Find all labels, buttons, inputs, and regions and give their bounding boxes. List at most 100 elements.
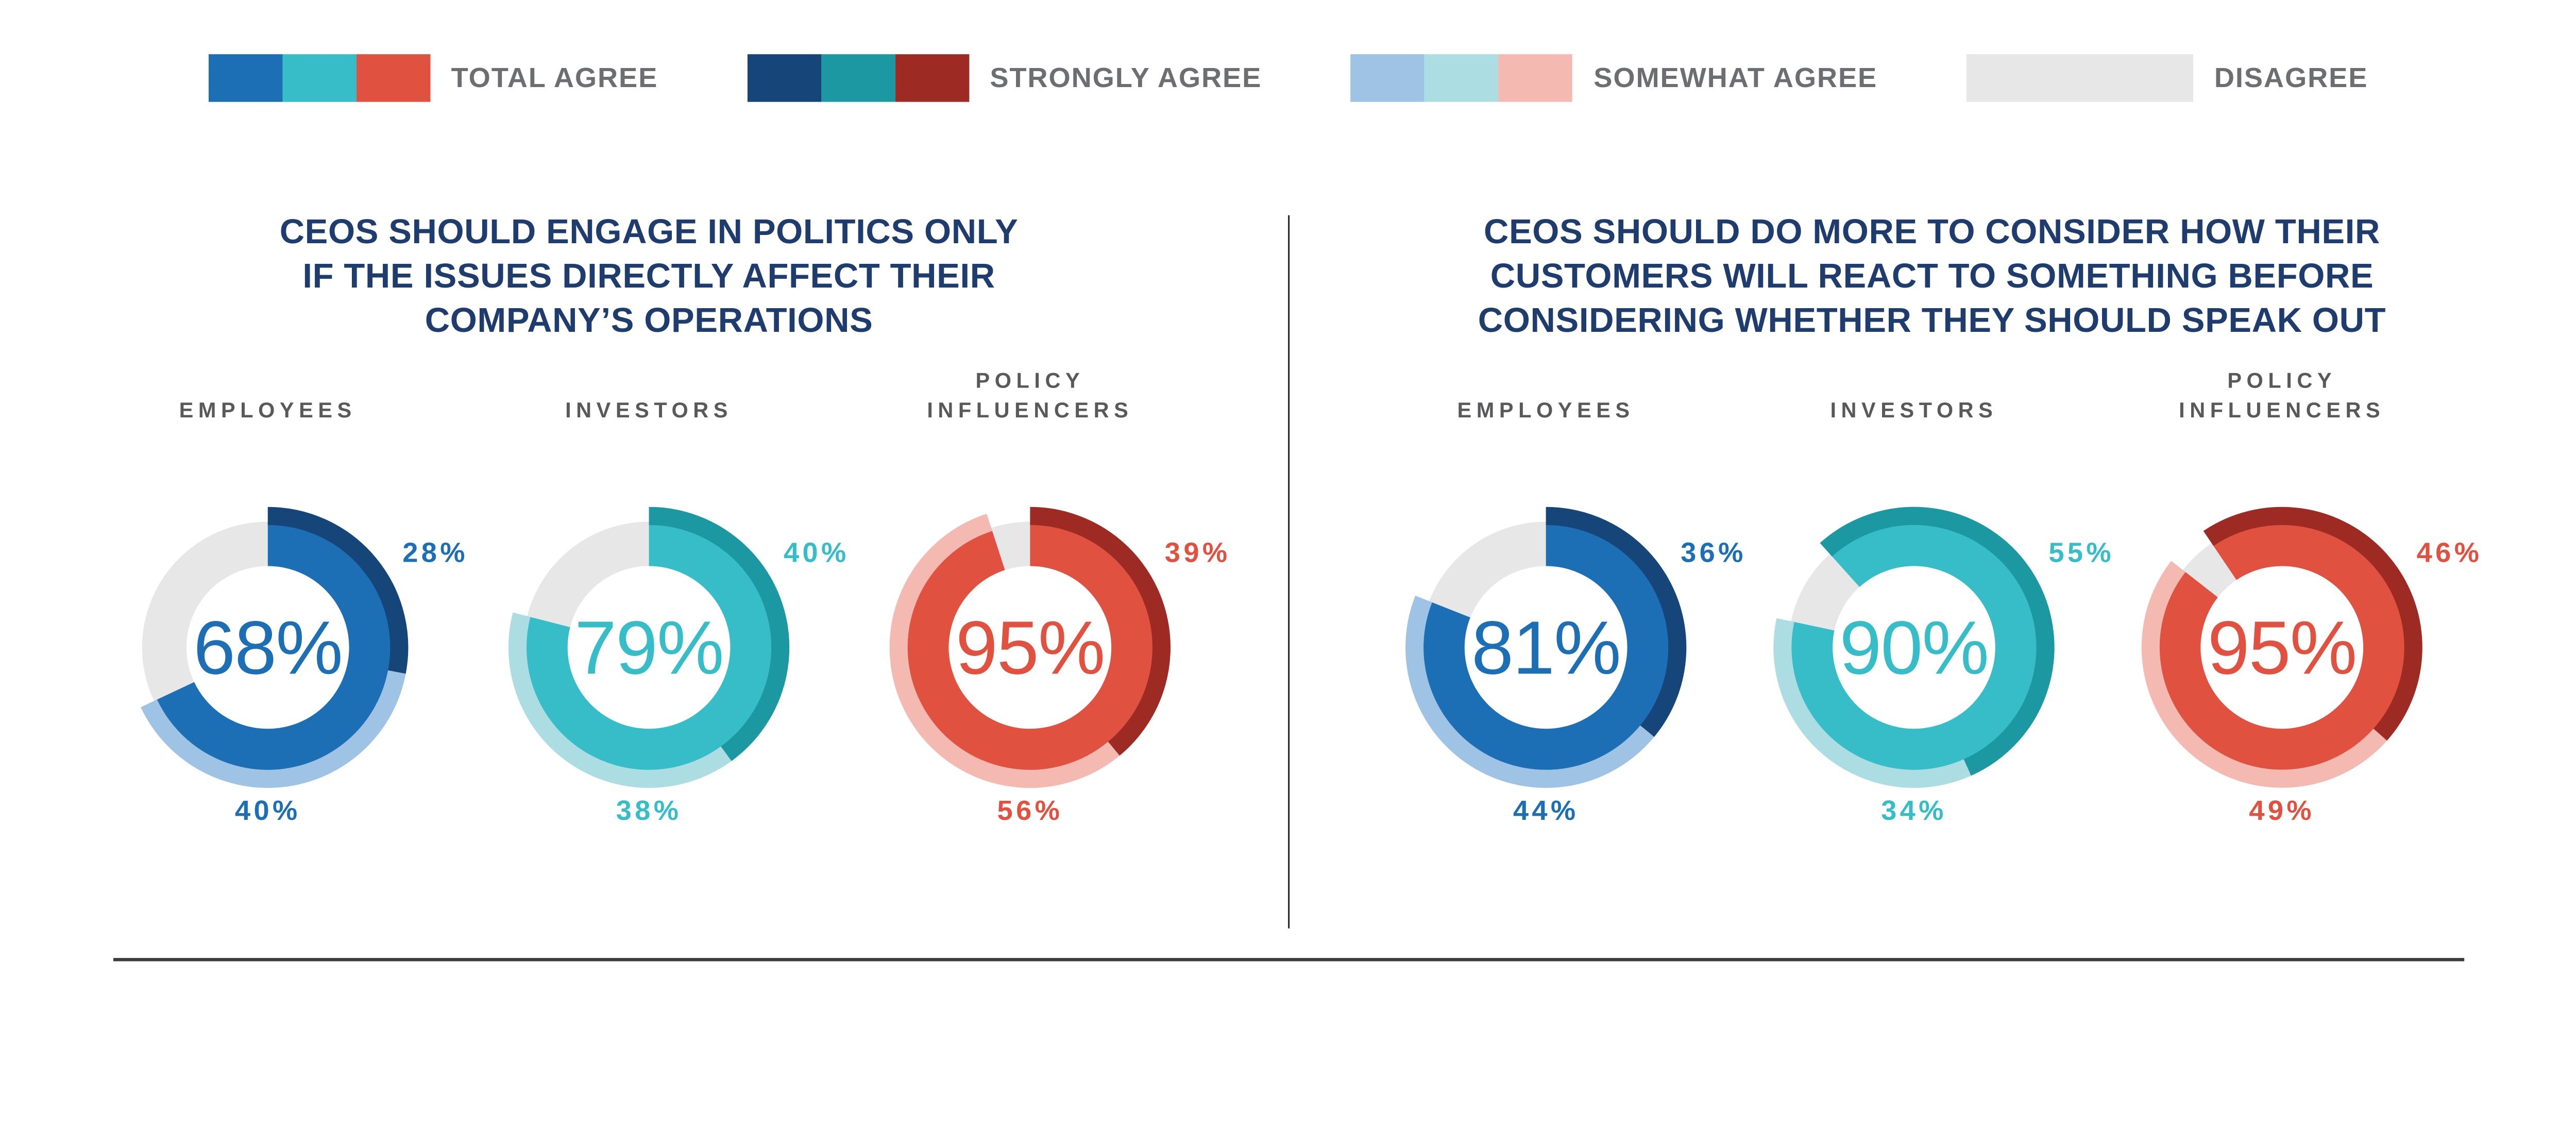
donut-center-value: 79% [574,605,723,690]
donut-center-value: 95% [956,605,1105,690]
donut-center-value: 68% [193,605,342,690]
donut-chart: 95% 46% 49% [2093,445,2479,856]
legend-color-swatch [282,54,356,102]
legend-swatches [1966,54,2193,102]
donut-center-value: 95% [2208,605,2357,690]
strongly-agree-value: 39% [1164,537,1231,569]
group-label: POLICY INFLUENCERS [2098,353,2466,423]
group-label: POLICY INFLUENCERS [841,353,1219,422]
somewhat-agree-value: 40% [234,795,301,827]
legend-swatches [1350,54,1572,102]
legend-color-swatch [355,54,430,102]
arc-strongly-agree [649,507,790,761]
legend-color-swatch [1424,54,1499,102]
arc-disagree [527,521,650,628]
arc-strongly-agree [267,507,409,674]
group-label-line: EMPLOYEES [179,397,357,423]
arc-total-agree [904,521,1156,773]
arc-somewhat-agree [508,612,732,788]
donut-policy-influencers: POLICY INFLUENCERS 95% 39% 56% [841,353,1227,856]
arc-strongly-agree [1030,507,1171,756]
group-label: INVESTORS [1730,353,2098,423]
group-label-line: EMPLOYEES [1457,397,1635,423]
arc-total-agree [1420,521,1672,773]
legend-label: STRONGLY AGREE [990,61,1262,93]
group-label-line: POLICY [975,368,1085,393]
somewhat-agree-value: 56% [997,795,1063,827]
legend-color-swatch [208,54,282,102]
legend-swatches [208,54,430,102]
infographic-canvas: TOTAL AGREE STRONGLY AGREE SOMEWHAT AGREE D… [79,54,2479,962]
legend-item-disagree: DISAGREE [1966,54,2368,102]
strongly-agree-value: 55% [2048,537,2115,569]
strongly-agree-value: 36% [1681,537,1747,569]
arc-somewhat-agree [141,670,406,788]
arc-disagree [2182,543,2237,598]
strongly-agree-value: 46% [2416,537,2483,569]
group-label: INVESTORS [460,353,838,423]
legend-item-somewhat-agree: SOMEWHAT AGREE [1350,54,1877,102]
legend-color-swatch [1350,54,1425,102]
arc-somewhat-agree [1773,618,1971,788]
arc-somewhat-agree [2141,561,2387,788]
legend-color-swatch [1498,54,1572,102]
donut-center-value: 81% [1471,605,1620,690]
legend-label: DISAGREE [2214,61,2368,93]
somewhat-agree-value: 49% [2249,795,2315,827]
donut-investors: INVESTORS 90% 55% 34% [1730,353,2111,856]
donut-svg: 79% [508,507,790,788]
arc-total-agree [154,521,394,773]
legend-item-strongly-agree: STRONGLY AGREE [747,54,1262,102]
arc-disagree [142,521,268,701]
legend-color-swatch [820,54,895,102]
donut-svg: 81% [1405,507,1687,788]
donut-svg: 68% [141,507,409,788]
arc-strongly-agree [1546,507,1687,737]
legend-color-swatch [894,54,969,102]
legend-swatches [747,54,969,102]
legend-label: SOMEWHAT AGREE [1594,61,1878,93]
title-line: COMPANY’S OPERATIONS [425,302,873,341]
strongly-agree-value: 28% [402,537,468,569]
donut-svg: 90% [1773,507,2055,788]
arc-disagree [991,521,1031,570]
somewhat-agree-value: 34% [1881,795,1947,827]
arc-total-agree [523,521,775,773]
title-line: CUSTOMERS WILL REACT TO SOMETHING BEFORE [1490,258,2374,296]
donut-chart: 79% 40% 38% [460,445,846,856]
panel-left-donut-row: EMPLOYEES 68% 28% 40% INVESTORS 79% 40% 38% POLI… [79,353,1227,856]
panel-left-title: CEOS SHOULD ENGAGE IN POLITICS ONLY IF TH… [79,210,1219,353]
group-label: EMPLOYEES [1362,353,1730,423]
donut-center-value: 90% [1840,605,1989,690]
group-label-line: INVESTORS [565,397,733,423]
arc-total-agree [1788,521,2040,773]
group-label-line: INVESTORS [1830,397,1998,423]
legend-color-swatch [1966,54,2193,102]
arc-strongly-agree [2203,507,2422,741]
donut-chart: 95% 39% 56% [841,445,1227,856]
arc-disagree [1429,521,1547,618]
panel-left: CEOS SHOULD ENGAGE IN POLITICS ONLY IF TH… [79,210,1227,856]
arc-somewhat-agree [889,514,1120,788]
donut-employees: EMPLOYEES 81% 36% 44% [1362,353,1743,856]
donut-chart: 68% 28% 40% [79,445,465,856]
somewhat-agree-value: 38% [616,795,682,827]
strongly-agree-value: 40% [783,537,850,569]
arc-strongly-agree [1820,507,2055,776]
donut-investors: INVESTORS 79% 40% 38% [460,353,846,856]
group-label: EMPLOYEES [79,353,456,423]
arc-total-agree [2156,521,2408,773]
legend-item-total-agree: TOTAL AGREE [208,54,658,102]
somewhat-agree-value: 44% [1513,795,1579,827]
legend-color-swatch [747,54,821,102]
group-label-line: POLICY [2227,368,2337,393]
group-label-line: INFLUENCERS [2179,397,2385,423]
donut-employees: EMPLOYEES 68% 28% 40% [79,353,465,856]
title-line: CEOS SHOULD ENGAGE IN POLITICS ONLY [279,213,1019,251]
donut-chart: 90% 55% 34% [1725,445,2111,856]
donut-policy-influencers: POLICY INFLUENCERS 95% 46% 49% [2098,353,2479,856]
donut-svg: 95% [889,507,1171,788]
bottom-rule-line [113,958,2465,962]
panel-divider-line [1288,215,1290,929]
donut-svg: 95% [2141,507,2422,788]
